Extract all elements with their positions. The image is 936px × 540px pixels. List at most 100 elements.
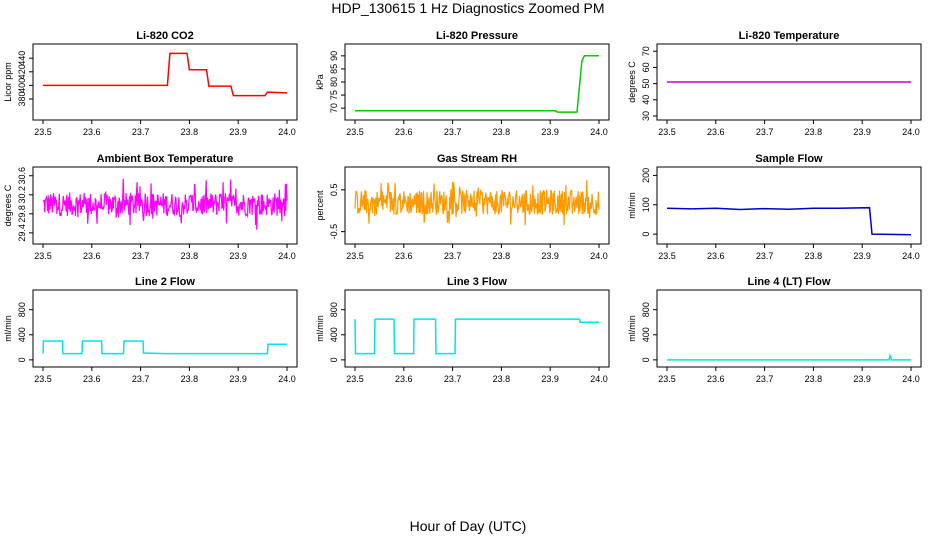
x-tick-label: 23.7 bbox=[444, 251, 462, 261]
series-line-sample-flow bbox=[666, 206, 912, 236]
chart-title: Line 3 Flow bbox=[447, 276, 507, 288]
series-line-gas-stream-rh bbox=[354, 179, 600, 226]
x-tick-label: 23.8 bbox=[181, 127, 199, 137]
y-axis-label: ml/min bbox=[315, 315, 325, 342]
x-tick-label: 23.5 bbox=[346, 374, 364, 384]
plot-frame bbox=[656, 289, 922, 368]
x-tick-label: 24.0 bbox=[590, 374, 608, 384]
plot-frame bbox=[32, 43, 298, 121]
x-tick-label: 23.7 bbox=[132, 251, 150, 261]
x-tick-label: 24.0 bbox=[278, 127, 296, 137]
y-tick-label: 200 bbox=[641, 168, 651, 183]
y-tick-label: 800 bbox=[17, 302, 27, 317]
x-tick-label: 23.9 bbox=[541, 127, 559, 137]
chart-ambient-box-temperature: Ambient Box Temperature degrees C 23.5 23.6… bbox=[3, 153, 298, 261]
y-tick-label: 800 bbox=[329, 302, 339, 317]
x-tick-label: 24.0 bbox=[590, 127, 608, 137]
x-tick-label: 23.9 bbox=[541, 374, 559, 384]
y-tick-label: -0.5 bbox=[329, 224, 339, 240]
x-tick-label: 23.8 bbox=[493, 374, 511, 384]
x-tick-label: 23.5 bbox=[658, 127, 676, 137]
y-tick-label: 30 bbox=[641, 111, 651, 121]
x-tick-label: 23.9 bbox=[229, 374, 247, 384]
y-tick-label: 400 bbox=[17, 78, 27, 93]
x-tick-label: 23.6 bbox=[83, 127, 101, 137]
x-tick-label: 23.7 bbox=[756, 127, 774, 137]
plot-frame bbox=[656, 43, 922, 121]
plot-frame bbox=[344, 289, 610, 368]
y-tick-label: 0.5 bbox=[329, 184, 339, 197]
x-tick-label: 23.8 bbox=[805, 374, 823, 384]
y-tick-label: 0 bbox=[329, 357, 339, 362]
series-line-line3-flow bbox=[354, 318, 599, 355]
chart-li820-temperature: Li-820 Temperature degrees C 23.5 23.6 23.7 2… bbox=[627, 30, 922, 137]
chart-title: Li-820 CO2 bbox=[136, 30, 193, 42]
x-tick-label: 23.7 bbox=[444, 127, 462, 137]
y-axis-label: degrees C bbox=[627, 61, 637, 103]
x-tick-label: 24.0 bbox=[902, 127, 920, 137]
y-axis-label: Licor ppm bbox=[3, 62, 13, 102]
chart-title: Gas Stream RH bbox=[437, 153, 517, 165]
y-tick-label: 400 bbox=[641, 327, 651, 342]
plot-frame bbox=[32, 166, 298, 245]
x-tick-label: 23.9 bbox=[853, 127, 871, 137]
chart-title: Line 2 Flow bbox=[135, 276, 195, 288]
y-tick-label: 75 bbox=[329, 90, 339, 100]
x-tick-label: 23.6 bbox=[707, 251, 725, 261]
x-tick-label: 23.6 bbox=[395, 127, 413, 137]
y-tick-label: 0 bbox=[641, 232, 651, 237]
x-tick-label: 24.0 bbox=[902, 374, 920, 384]
x-tick-label: 23.5 bbox=[658, 374, 676, 384]
y-tick-label: 85 bbox=[329, 64, 339, 74]
chart-li820-pressure: Li-820 Pressure kPa 23.5 23.6 23.7 23.8 23.9 24… bbox=[315, 30, 610, 137]
x-tick-label: 23.5 bbox=[658, 251, 676, 261]
x-tick-label: 23.5 bbox=[346, 251, 364, 261]
x-tick-label: 23.6 bbox=[707, 374, 725, 384]
y-axis-label: ml/min bbox=[627, 192, 637, 219]
x-tick-label: 23.8 bbox=[493, 251, 511, 261]
series-line-line2-flow bbox=[42, 340, 287, 355]
plot-frame bbox=[344, 166, 610, 245]
chart-line2-flow: Line 2 Flow ml/min 23.5 23.6 23.7 23.8 23.9 24.… bbox=[3, 276, 298, 384]
chart-sample-flow: Sample Flow ml/min 23.5 23.6 23.7 23.8 23.9 24.… bbox=[627, 153, 922, 261]
x-axis-title: Hour of Day (UTC) bbox=[409, 518, 527, 534]
y-tick-label: 380 bbox=[17, 91, 27, 106]
y-tick-label: 80 bbox=[329, 77, 339, 87]
y-tick-label: 70 bbox=[641, 46, 651, 56]
y-axis-label: ml/min bbox=[3, 315, 13, 342]
x-tick-label: 23.6 bbox=[83, 374, 101, 384]
chart-gas-stream-rh: Gas Stream RH percent 23.5 23.6 23.7 23.8 23.9… bbox=[315, 153, 610, 261]
y-tick-label: 440 bbox=[17, 51, 27, 66]
x-tick-label: 23.5 bbox=[34, 127, 52, 137]
y-tick-label: 29.4 bbox=[17, 224, 27, 242]
x-tick-label: 23.9 bbox=[229, 251, 247, 261]
x-tick-label: 24.0 bbox=[902, 251, 920, 261]
x-tick-label: 24.0 bbox=[278, 251, 296, 261]
x-tick-label: 23.8 bbox=[805, 127, 823, 137]
y-tick-label: 800 bbox=[641, 302, 651, 317]
x-tick-label: 23.8 bbox=[181, 374, 199, 384]
chart-title: Sample Flow bbox=[755, 153, 823, 165]
y-tick-label: 60 bbox=[641, 62, 651, 72]
x-tick-label: 23.7 bbox=[756, 251, 774, 261]
chart-title: Ambient Box Temperature bbox=[97, 153, 234, 165]
y-axis-label: degrees C bbox=[3, 184, 13, 226]
y-tick-label: 0 bbox=[17, 357, 27, 362]
x-tick-label: 23.6 bbox=[395, 251, 413, 261]
chart-li820-co2: Li-820 CO2 Licor ppm 23.5 23.6 23.7 23.8 23.9 2… bbox=[3, 30, 298, 137]
chart-title: Line 4 (LT) Flow bbox=[748, 276, 831, 288]
x-tick-label: 23.8 bbox=[181, 251, 199, 261]
series-line-li820-pressure bbox=[355, 55, 599, 113]
y-axis-label: kPa bbox=[315, 74, 325, 90]
y-tick-label: 400 bbox=[17, 327, 27, 342]
y-tick-label: 400 bbox=[329, 327, 339, 342]
x-tick-label: 23.9 bbox=[853, 374, 871, 384]
y-tick-label: 100 bbox=[641, 197, 651, 212]
y-tick-label: 70 bbox=[329, 103, 339, 113]
x-tick-label: 24.0 bbox=[590, 251, 608, 261]
chart-title: Li-820 Temperature bbox=[739, 30, 840, 42]
page-title: HDP_130615 1 Hz Diagnostics Zoomed PM bbox=[331, 0, 605, 16]
plot-frame bbox=[344, 43, 610, 121]
x-tick-label: 23.5 bbox=[34, 251, 52, 261]
